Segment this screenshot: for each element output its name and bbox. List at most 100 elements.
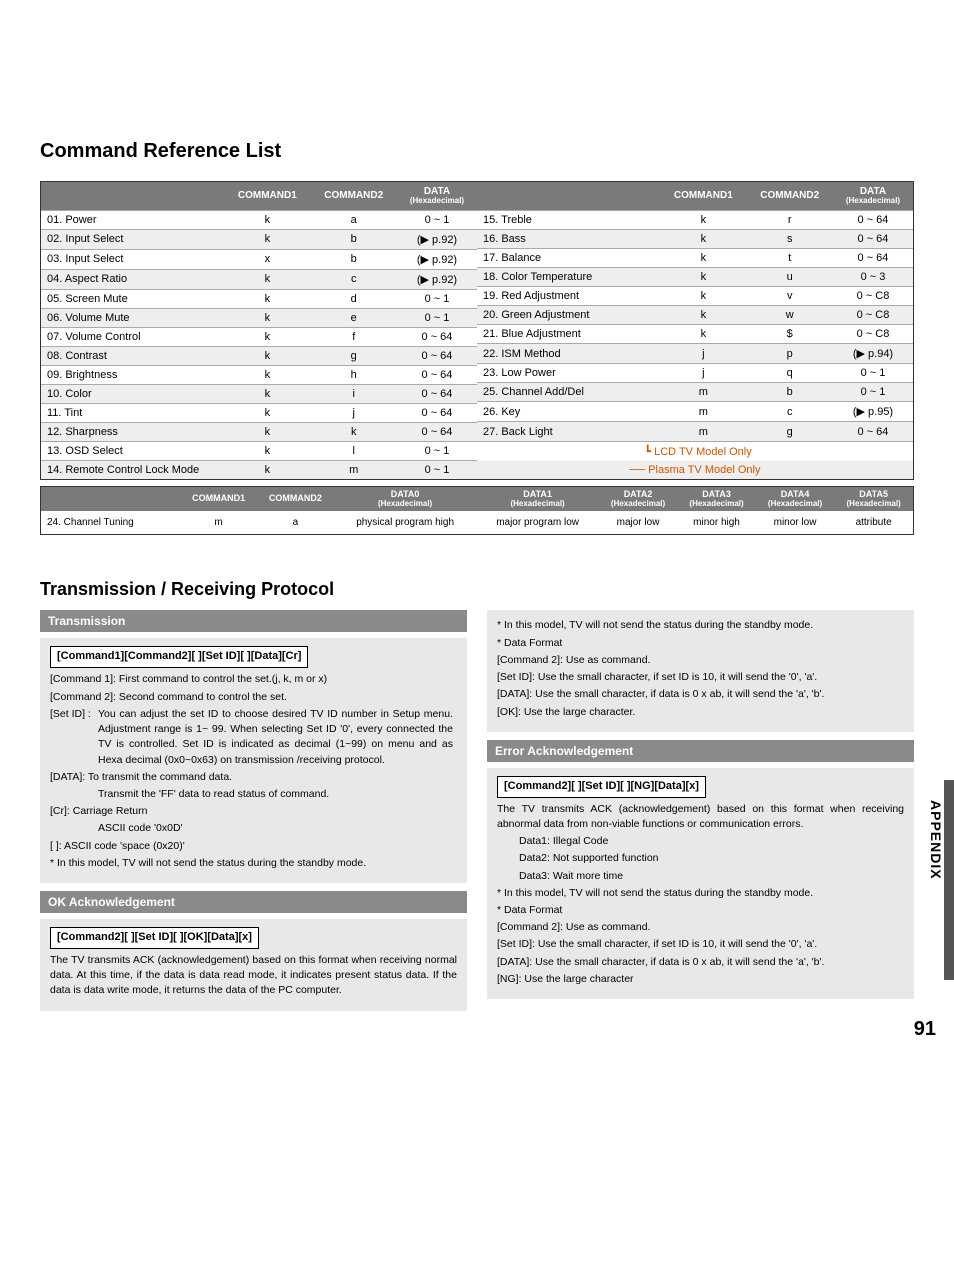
command-table-right: COMMAND1 COMMAND2 DATA(Hexadecimal) 15. …: [477, 182, 913, 479]
err-l5: [DATA]: Use the small character, if data…: [497, 955, 904, 970]
transmission-box: [Command1][Command2][ ][Set ID][ ][Data]…: [40, 638, 467, 883]
row-c1: j: [660, 364, 746, 383]
table-row: 09. Brightness k h 0 ~ 64: [41, 365, 477, 384]
row-c1: k: [660, 267, 746, 286]
tx-frame: [Command1][Command2][ ][Set ID][ ][Data]…: [50, 646, 308, 668]
err-l4: [Set ID]: Use the small character, if se…: [497, 937, 904, 952]
row-c2: f: [311, 327, 397, 346]
row-d: 0 ~ 64: [833, 229, 913, 248]
row-d: (▶ p.94): [833, 344, 913, 364]
row-name: 25. Channel Add/Del: [477, 383, 660, 402]
lr-name: 24. Channel Tuning: [41, 511, 181, 535]
th-d0: DATA0(Hexadecimal): [334, 486, 477, 511]
channel-tuning-table: COMMAND1 COMMAND2 DATA0(Hexadecimal) DAT…: [40, 486, 914, 536]
row-d: 0 ~ 1: [397, 210, 477, 229]
err-p: The TV transmits ACK (acknowledgement) b…: [497, 802, 904, 832]
err-d2: Data2: Not supported function: [497, 851, 904, 866]
row-d: 0 ~ 64: [833, 210, 913, 229]
row-c2: t: [747, 248, 833, 267]
row-name: 21. Blue Adjustment: [477, 325, 660, 344]
row-name: 02. Input Select: [41, 229, 224, 249]
tx-l5: [Cr]: Carriage Return: [50, 804, 457, 819]
table-row: 12. Sharpness k k 0 ~ 64: [41, 422, 477, 441]
row-c2: v: [747, 287, 833, 306]
row-d: 0 ~ 64: [397, 422, 477, 441]
th-c1: COMMAND1: [224, 182, 310, 210]
table-row: 04. Aspect Ratio k c (▶ p.92): [41, 269, 477, 289]
err-l1: * In this model, TV will not send the st…: [497, 886, 904, 901]
row-name: 19. Red Adjustment: [477, 287, 660, 306]
table-row: 06. Volume Mute k e 0 ~ 1: [41, 308, 477, 327]
row-c2: a: [311, 210, 397, 229]
row-c2: w: [747, 306, 833, 325]
transmission-band: Transmission: [40, 610, 467, 632]
appendix-label: APPENDIX: [928, 800, 944, 880]
row-d: 0 ~ 64: [833, 422, 913, 441]
row-c1: j: [660, 344, 746, 364]
err-l2: * Data Format: [497, 903, 904, 918]
row-name: 03. Input Select: [41, 249, 224, 269]
err-frame: [Command2][ ][Set ID][ ][NG][Data][x]: [497, 776, 706, 798]
th-data: DATA(Hexadecimal): [397, 182, 477, 210]
row-name: 14. Remote Control Lock Mode: [41, 460, 224, 479]
row-d: (▶ p.95): [833, 402, 913, 422]
page-number: 91: [914, 1018, 936, 1041]
annotation-row: ── Plasma TV Model Only: [477, 461, 913, 479]
table-row: 10. Color k i 0 ~ 64: [41, 384, 477, 403]
command-table-wrap: COMMAND1 COMMAND2 DATA(Hexadecimal) 01. …: [40, 181, 914, 480]
page-title-1: Command Reference List: [40, 140, 914, 163]
row-name: 09. Brightness: [41, 365, 224, 384]
row-c2: q: [747, 364, 833, 383]
annotation-row: ┗ LCD TV Model Only: [477, 441, 913, 461]
lcd-annotation: ┗ LCD TV Model Only: [477, 441, 913, 461]
table-row: 25. Channel Add/Del m b 0 ~ 1: [477, 383, 913, 402]
row-c2: p: [747, 344, 833, 364]
row-c1: k: [224, 308, 310, 327]
left-column: Transmission [Command1][Command2][ ][Set…: [40, 610, 467, 1010]
ok-band: OK Acknowledgement: [40, 891, 467, 913]
tx-l6: [ ]: ASCII code 'space (0x20)': [50, 839, 457, 854]
row-name: 27. Back Light: [477, 422, 660, 441]
row-name: 26. Key: [477, 402, 660, 422]
row-name: 15. Treble: [477, 210, 660, 229]
th-c2r: COMMAND2: [747, 182, 833, 210]
row-c1: k: [224, 229, 310, 249]
table-row: 24. Channel Tuning m a physical program …: [41, 511, 914, 535]
row-c1: m: [660, 402, 746, 422]
table-row: 23. Low Power j q 0 ~ 1: [477, 364, 913, 383]
row-c2: e: [311, 308, 397, 327]
ok-p: The TV transmits ACK (acknowledgement) b…: [50, 953, 457, 999]
rt-l5: [DATA]: Use the small character, if data…: [497, 687, 904, 702]
row-d: 0 ~ C8: [833, 306, 913, 325]
row-c2: c: [747, 402, 833, 422]
table-row: 03. Input Select x b (▶ p.92): [41, 249, 477, 269]
th-d1: DATA1(Hexadecimal): [476, 486, 598, 511]
row-c2: k: [311, 422, 397, 441]
err-box: [Command2][ ][Set ID][ ][NG][Data][x] Th…: [487, 768, 914, 999]
right-top-box: * In this model, TV will not send the st…: [487, 610, 914, 731]
row-c2: r: [747, 210, 833, 229]
row-name: 10. Color: [41, 384, 224, 403]
page-tab: [944, 780, 954, 980]
lr-d1: major program low: [476, 511, 598, 535]
th-d5: DATA5(Hexadecimal): [834, 486, 913, 511]
lr-d4: minor low: [756, 511, 835, 535]
row-c2: b: [311, 249, 397, 269]
row-name: 04. Aspect Ratio: [41, 269, 224, 289]
th-d3: DATA3(Hexadecimal): [677, 486, 756, 511]
row-d: (▶ p.92): [397, 249, 477, 269]
table-row: 02. Input Select k b (▶ p.92): [41, 229, 477, 249]
rt-l4: [Set ID]: Use the small character, if se…: [497, 670, 904, 685]
err-band: Error Acknowledgement: [487, 740, 914, 762]
th-datar: DATA(Hexadecimal): [833, 182, 913, 210]
row-d: 0 ~ 64: [397, 384, 477, 403]
ok-frame: [Command2][ ][Set ID][ ][OK][Data][x]: [50, 927, 259, 949]
row-c1: k: [224, 460, 310, 479]
row-name: 22. ISM Method: [477, 344, 660, 364]
row-name: 13. OSD Select: [41, 441, 224, 460]
tx-l3: [Set ID] :You can adjust the set ID to c…: [50, 707, 457, 768]
err-d3: Data3: Wait more time: [497, 869, 904, 884]
row-c1: k: [660, 287, 746, 306]
lr-d3: minor high: [677, 511, 756, 535]
row-c2: m: [311, 460, 397, 479]
